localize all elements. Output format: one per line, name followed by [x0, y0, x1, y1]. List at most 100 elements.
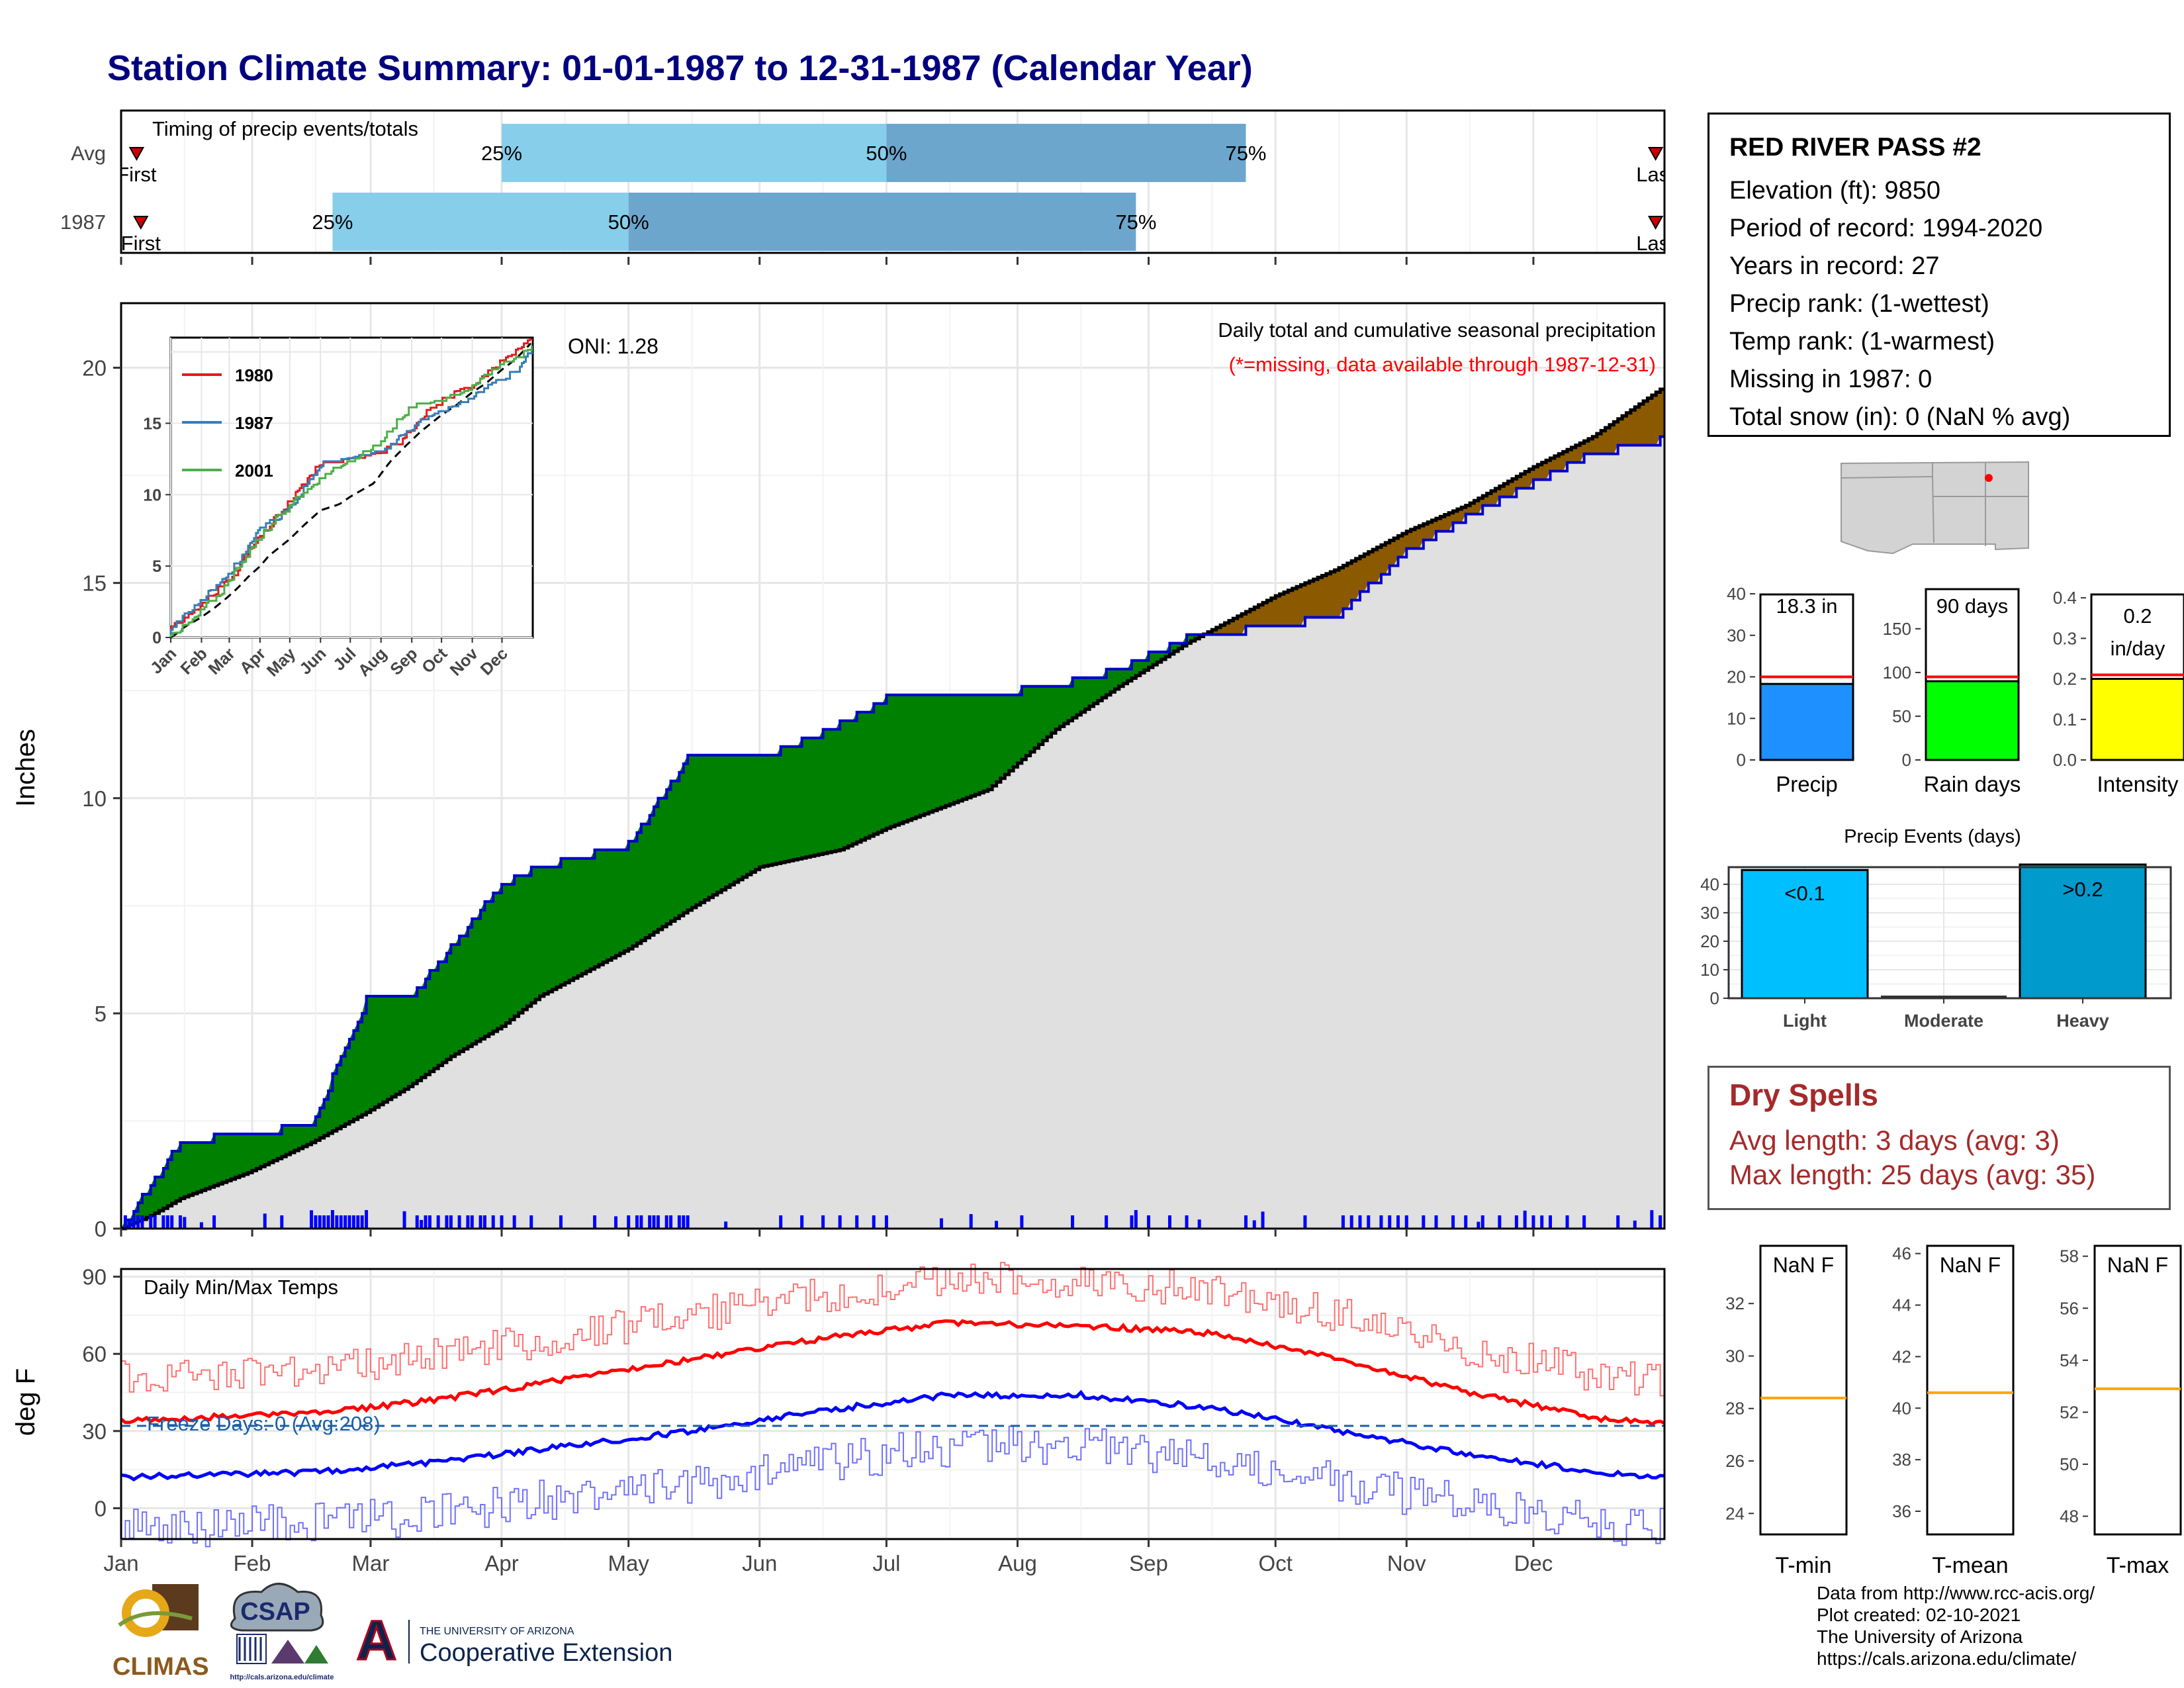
ua-extension-logo[interactable]: A THE UNIVERSITY OF ARIZONA Cooperative … — [355, 1609, 672, 1673]
events-bar-label: <0.1 — [1784, 882, 1825, 905]
precip-daily-bar — [1396, 1215, 1400, 1229]
temp-box-tick-label: 26 — [1725, 1451, 1745, 1471]
small-bar-tick-label: 0.2 — [2053, 669, 2077, 689]
precip-daily-bar — [838, 1215, 842, 1229]
events-ytick-label: 10 — [1700, 960, 1719, 980]
precip-daily-bar — [779, 1215, 783, 1229]
precip-above-average-fill — [121, 634, 1204, 1229]
climas-logo[interactable]: CLIMAS — [113, 1584, 209, 1681]
precip-daily-bar — [343, 1215, 347, 1229]
inset-series-line-2001 — [169, 346, 533, 637]
dry-spells-box: Dry Spells Avg length: 3 days (avg: 3) M… — [1707, 1066, 2171, 1210]
precip-ytick-label: 20 — [82, 356, 107, 381]
precip-daily-bar — [648, 1215, 652, 1229]
precip-daily-bar — [136, 1215, 140, 1229]
station-years: Years in record: 27 — [1729, 252, 1940, 280]
precip-daily-bar — [800, 1215, 804, 1229]
precip-ytick-label: 15 — [82, 571, 107, 596]
csap-logo[interactable]: CSAP http://cals.arizona.edu/climate — [230, 1583, 334, 1682]
timing-bar-q25-q50 — [332, 193, 629, 251]
inset-ytick-label: 15 — [143, 414, 161, 433]
precip-daily-bar — [1147, 1215, 1151, 1229]
temp-frame — [120, 1268, 1666, 1540]
oni-label: ONI: 1.28 — [568, 334, 659, 358]
precip-daily-bar — [512, 1215, 516, 1229]
small-bar-value-text: 90 days — [1936, 594, 2009, 618]
inset-xtick-label: Jun — [296, 644, 330, 678]
precip-daily-bar — [318, 1215, 322, 1229]
precip-daily-bar — [420, 1219, 424, 1229]
ua-logo-bottom: Cooperative Extension — [420, 1639, 672, 1667]
events-category-label: Heavy — [2056, 1011, 2109, 1031]
precip-daily-bar — [424, 1215, 428, 1229]
small-bar-tick-label: 0.0 — [2053, 750, 2077, 770]
precip-daily-bar — [872, 1215, 876, 1229]
precip-events-chart: Precip Events (days) Light Moderate Heavy <… — [1700, 826, 2172, 1031]
timing-last-label: Last — [1636, 232, 1675, 255]
temp-xtick-label: Oct — [1259, 1551, 1293, 1575]
precip-daily-bar — [123, 1215, 127, 1229]
precip-daily-bar — [178, 1215, 182, 1229]
small-bar-value-Rain days — [1925, 680, 2020, 761]
precip-daily-bar — [686, 1215, 690, 1229]
temp-box-tick-label: 36 — [1892, 1501, 1911, 1521]
precip-daily-bar — [170, 1215, 174, 1229]
credit-line: Plot created: 02-10-2021 — [1817, 1605, 2021, 1625]
csap-logo-url: http://cals.arizona.edu/climate — [230, 1673, 334, 1681]
ua-logo-top: THE UNIVERSITY OF ARIZONA — [420, 1626, 574, 1637]
precip-daily-bar — [969, 1214, 973, 1229]
temp-xtick-label: Mar — [352, 1551, 390, 1575]
precip-daily-bar — [1105, 1215, 1109, 1229]
precip-daily-bar — [1434, 1215, 1438, 1229]
precip-daily-bar — [212, 1215, 216, 1229]
station-name: RED RIVER PASS #2 — [1729, 133, 1981, 162]
precip-daily-bar — [165, 1215, 169, 1229]
precip-daily-bar — [360, 1215, 364, 1229]
temp-box-tick-label: 24 — [1725, 1503, 1745, 1523]
precip-daily-bar — [132, 1215, 136, 1229]
precip-daily-bar — [1020, 1215, 1024, 1229]
temp-xtick-label: Jan — [103, 1551, 138, 1575]
small-bar-tick-label: 10 — [1727, 708, 1746, 728]
precip-daily-bar — [724, 1221, 728, 1229]
precip-ylabel: Inches — [11, 729, 40, 807]
small-bar-tick-label: 0.4 — [2053, 588, 2077, 608]
events-frame — [1727, 866, 2172, 1000]
main-charts: Timing of precip events/totals Avg 1987 … — [11, 109, 1675, 1575]
small-bar-value-Precip — [1759, 682, 1854, 761]
precip-daily-bar — [639, 1215, 643, 1229]
station-temp-rank: Temp rank: (1-warmest) — [1729, 328, 1995, 355]
events-bar-Light — [1741, 868, 1869, 1000]
precip-daily-bar — [1303, 1215, 1307, 1229]
temp-xtick-label: Jun — [742, 1551, 777, 1575]
precip-daily-bar — [529, 1215, 533, 1229]
small-bar-label: Rain days — [1924, 772, 2021, 796]
precip-daily-bar — [1130, 1215, 1134, 1229]
temp-xtick-label: Sep — [1129, 1551, 1168, 1575]
inset-ytick-label: 10 — [143, 486, 161, 504]
precip-daily-bar — [1379, 1215, 1383, 1229]
precip-daily-bar — [656, 1215, 660, 1229]
temp-daily-max-line — [121, 1262, 1665, 1397]
timing-bar-q25-q50 — [502, 124, 887, 182]
events-ytick-label: 20 — [1700, 931, 1719, 951]
inset-xtick-label: Sep — [387, 644, 421, 679]
precip-daily-bar — [1477, 1221, 1480, 1229]
temp-box-tick-label: 44 — [1892, 1295, 1911, 1315]
precip-daily-bar — [1358, 1215, 1362, 1229]
temp-box-tick-label: 30 — [1725, 1346, 1745, 1366]
inset-xtick-label: Mar — [205, 644, 238, 678]
temp-ytick-label: 30 — [82, 1419, 107, 1444]
precip-daily-bar — [1367, 1215, 1371, 1229]
inset-xtick-label: Jul — [330, 644, 359, 674]
precip-daily-bar — [939, 1218, 943, 1229]
station-precip-rank: Precip rank: (1-wettest) — [1729, 290, 1989, 318]
temp-box-value: NaN F — [1773, 1253, 1834, 1277]
station-period: Period of record: 1994-2020 — [1729, 214, 2043, 242]
temp-box-value: NaN F — [1940, 1253, 2001, 1277]
temp-panel: 0 30 60 90 Jan Feb Mar Apr May Jun Jul Aug Sep Oct No… — [11, 1262, 1666, 1575]
timing-bar-q50-q75 — [886, 124, 1246, 182]
temp-xtick-label: May — [608, 1551, 650, 1575]
